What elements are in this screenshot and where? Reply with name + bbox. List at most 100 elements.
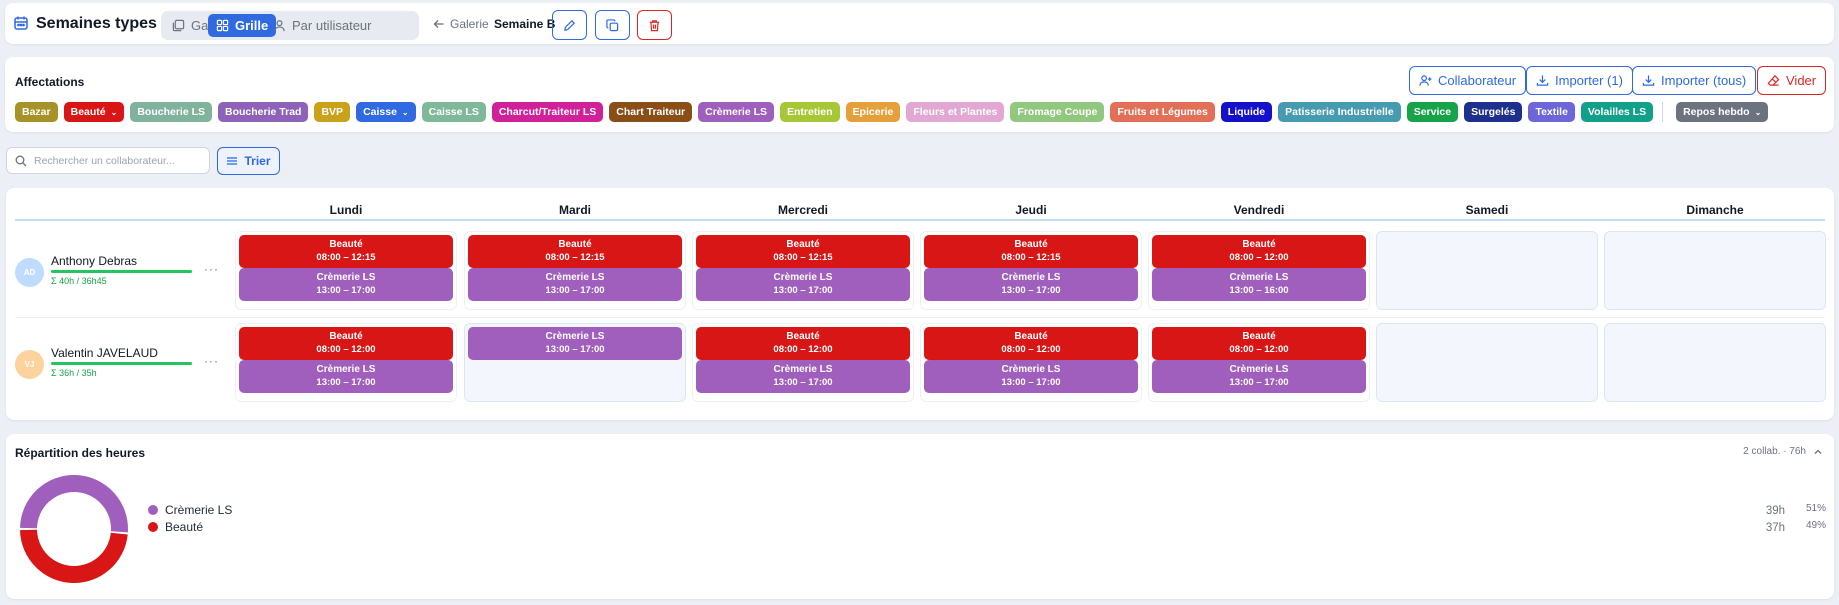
- day-cell[interactable]: Beauté 08:00 – 12:00 Crèmerie LS 13:00 – 17…: [1148, 323, 1370, 402]
- shift-time: 08:00 – 12:15: [1001, 252, 1061, 263]
- affectation-chip[interactable]: Patisserie Industrielle: [1278, 102, 1401, 122]
- shift-block[interactable]: Crèmerie LS 13:00 – 17:00: [239, 268, 453, 301]
- day-cell[interactable]: Beauté 08:00 – 12:15 Crèmerie LS 13:00 – 17…: [692, 231, 914, 310]
- distribution-summary[interactable]: 2 collab. · 76h: [1743, 446, 1823, 457]
- affectation-chip[interactable]: Bazar: [15, 102, 58, 122]
- shift-block[interactable]: Crèmerie LS 13:00 – 17:00: [696, 268, 910, 301]
- shift-block[interactable]: Crèmerie LS 13:00 – 16:00: [1152, 268, 1366, 301]
- affectation-chip[interactable]: Volailles LS: [1580, 102, 1654, 122]
- affectation-chip[interactable]: Caisse ⌄: [356, 102, 416, 122]
- shift-block[interactable]: Beauté 08:00 – 12:15: [696, 235, 910, 268]
- shift-label: Crèmerie LS: [316, 364, 376, 375]
- affectation-chip[interactable]: Fleurs et Plantes: [906, 102, 1005, 122]
- day-cell[interactable]: [1376, 231, 1598, 310]
- shift-block[interactable]: Crèmerie LS 13:00 – 17:00: [239, 360, 453, 393]
- day-cell[interactable]: Beauté 08:00 – 12:00 Crèmerie LS 13:00 – 17…: [920, 323, 1142, 402]
- chip-label: Crèmerie LS: [705, 106, 768, 118]
- chip-label: Textile: [1535, 106, 1568, 118]
- shift-block[interactable]: Crèmerie LS 13:00 – 17:00: [924, 268, 1138, 301]
- shift-time: 13:00 – 16:00: [1229, 285, 1289, 296]
- day-cell[interactable]: Beauté 08:00 – 12:15 Crèmerie LS 13:00 – 17…: [920, 231, 1142, 310]
- affectation-chip[interactable]: Fruits et Légumes: [1110, 102, 1215, 122]
- shift-time: 13:00 – 17:00: [1229, 377, 1289, 388]
- day-cell[interactable]: Beauté 08:00 – 12:15 Crèmerie LS 13:00 – 17…: [464, 231, 686, 310]
- shift-block[interactable]: Beauté 08:00 – 12:00: [239, 327, 453, 360]
- shift-block[interactable]: Beauté 08:00 – 12:15: [924, 235, 1138, 268]
- chip-label: Surgelés: [1471, 106, 1516, 118]
- shift-label: Beauté: [786, 239, 820, 250]
- affectation-chip[interactable]: BVP: [314, 102, 351, 122]
- shift-block[interactable]: Beauté 08:00 – 12:15: [468, 235, 682, 268]
- back-to-gallery-link[interactable]: Galerie: [433, 17, 489, 31]
- search-input[interactable]: [34, 154, 194, 167]
- chip-label: Boucherie LS: [137, 106, 206, 118]
- more-options-icon[interactable]: ···: [204, 262, 219, 276]
- affectation-chip[interactable]: Charcut/Traiteur LS: [491, 102, 604, 122]
- affectation-chip[interactable]: Service: [1406, 102, 1459, 122]
- chip-label: Fruits et Légumes: [1117, 106, 1208, 118]
- shift-block[interactable]: Crèmerie LS 13:00 – 17:00: [1152, 360, 1366, 393]
- affectation-chip[interactable]: Crèmerie LS: [698, 102, 775, 122]
- day-cell[interactable]: Beauté 08:00 – 12:00 Crèmerie LS 13:00 – 17…: [235, 323, 457, 402]
- day-cell[interactable]: [1604, 231, 1826, 310]
- import-one-button[interactable]: Importer (1): [1526, 66, 1633, 95]
- shift-block[interactable]: Beauté 08:00 – 12:00: [1152, 235, 1366, 268]
- user-icon: [274, 20, 285, 32]
- repos-hebdo-chip[interactable]: Repos hebdo ⌄: [1676, 102, 1769, 122]
- shift-block[interactable]: Crèmerie LS 13:00 – 17:00: [696, 360, 910, 393]
- shift-block[interactable]: Crèmerie LS 13:00 – 17:00: [924, 360, 1138, 393]
- chip-label: Beauté: [70, 106, 106, 118]
- day-cell[interactable]: Beauté 08:00 – 12:15 Crèmerie LS 13:00 – 17…: [235, 231, 457, 310]
- day-cell[interactable]: [1376, 323, 1598, 402]
- day-cell[interactable]: Crèmerie LS 13:00 – 17:00: [464, 323, 686, 402]
- day-header: Samedi: [1465, 203, 1509, 217]
- shift-block[interactable]: Beauté 08:00 – 12:00: [924, 327, 1138, 360]
- add-collaborateur-button[interactable]: Collaborateur: [1409, 66, 1527, 95]
- more-options-icon[interactable]: ···: [204, 354, 219, 368]
- shift-block[interactable]: Beauté 08:00 – 12:00: [1152, 327, 1366, 360]
- shift-label: Crèmerie LS: [545, 331, 605, 342]
- view-per-user-tab[interactable]: Par utilisateur: [265, 14, 379, 37]
- shift-block[interactable]: Beauté 08:00 – 12:00: [696, 327, 910, 360]
- shift-block[interactable]: Beauté 08:00 – 12:15: [239, 235, 453, 268]
- legend-label: Beauté: [165, 520, 204, 534]
- shift-block[interactable]: Crèmerie LS 13:00 – 17:00: [468, 327, 682, 360]
- affectation-chip[interactable]: Surgelés: [1464, 102, 1523, 122]
- shift-time: 08:00 – 12:15: [316, 252, 376, 263]
- affectation-chip[interactable]: Boucherie Trad: [218, 102, 309, 122]
- affectation-chip[interactable]: Chart Traiteur: [609, 102, 693, 122]
- clear-button[interactable]: Vider: [1757, 66, 1827, 95]
- affectation-chip[interactable]: Entretien: [780, 102, 840, 122]
- affectation-chip[interactable]: Epicerie: [845, 102, 901, 122]
- affectation-chip[interactable]: Fromage Coupe: [1010, 102, 1105, 122]
- trash-icon: [649, 19, 660, 31]
- chevron-up-icon: [1814, 449, 1822, 454]
- employee-info: AD Anthony Debras Σ 40h / 36h45 ···: [15, 231, 233, 310]
- chevron-down-icon: ⌄: [401, 107, 409, 117]
- employee-name: Valentin JAVELAUD: [51, 346, 158, 360]
- shift-time: 13:00 – 17:00: [773, 377, 833, 388]
- shift-block[interactable]: Crèmerie LS 13:00 – 17:00: [468, 268, 682, 301]
- user-plus-icon: [1419, 75, 1432, 86]
- day-cell[interactable]: Beauté 08:00 – 12:00 Crèmerie LS 13:00 – 16…: [1148, 231, 1370, 310]
- view-grid-tab[interactable]: Grille: [208, 14, 277, 37]
- day-cell[interactable]: [1604, 323, 1826, 402]
- week-name: Semaine B: [494, 17, 556, 31]
- edit-button[interactable]: [552, 10, 587, 40]
- affectation-chip[interactable]: Liquide: [1220, 102, 1273, 122]
- affectation-chip[interactable]: Boucherie LS: [130, 102, 213, 122]
- affectation-chip[interactable]: Beauté ⌄: [63, 102, 125, 122]
- chip-label: Entretien: [787, 106, 833, 118]
- duplicate-button[interactable]: [595, 10, 630, 40]
- affectation-chip[interactable]: Textile: [1528, 102, 1575, 122]
- day-header: Jeudi: [1015, 203, 1047, 217]
- day-cell[interactable]: Beauté 08:00 – 12:00 Crèmerie LS 13:00 – 17…: [692, 323, 914, 402]
- legend-dot: [148, 505, 158, 515]
- shift-time: 08:00 – 12:00: [1229, 252, 1289, 263]
- import-one-label: Importer (1): [1555, 73, 1623, 88]
- affectation-chip[interactable]: Caisse LS: [421, 102, 486, 122]
- download-icon: [1642, 75, 1655, 86]
- delete-button[interactable]: [637, 10, 672, 40]
- sort-button[interactable]: Trier: [217, 147, 280, 175]
- import-all-button[interactable]: Importer (tous): [1632, 66, 1757, 95]
